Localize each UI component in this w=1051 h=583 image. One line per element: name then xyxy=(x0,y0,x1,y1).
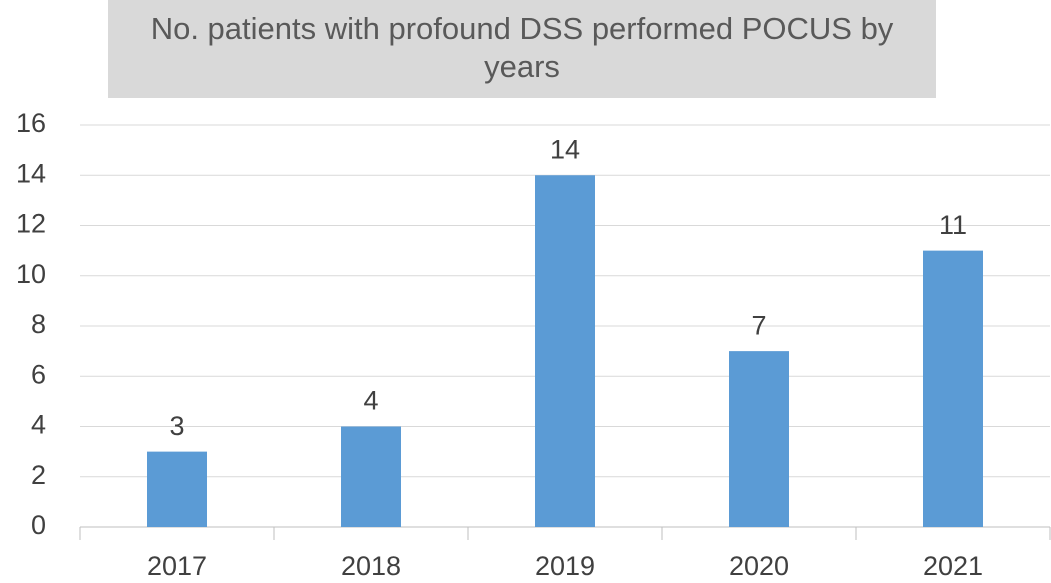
x-tick-label: 2021 xyxy=(923,551,983,581)
bar xyxy=(147,451,207,527)
x-tick-label: 2017 xyxy=(147,551,207,581)
y-tick-label: 2 xyxy=(31,460,46,490)
data-label: 4 xyxy=(363,386,378,416)
y-tick-label: 4 xyxy=(31,410,46,440)
y-tick-label: 16 xyxy=(16,108,46,138)
data-label: 14 xyxy=(550,134,580,164)
chart-title: No. patients with profound DSS performed… xyxy=(108,0,936,98)
bar xyxy=(341,426,401,527)
x-tick-label: 2018 xyxy=(341,551,401,581)
x-tick-label: 2020 xyxy=(729,551,789,581)
bar xyxy=(923,250,983,527)
data-label: 3 xyxy=(169,411,184,441)
data-label: 7 xyxy=(751,310,766,340)
bar xyxy=(535,175,595,527)
y-tick-label: 10 xyxy=(16,259,46,289)
y-tick-label: 8 xyxy=(31,309,46,339)
y-tick-label: 6 xyxy=(31,359,46,389)
data-label: 11 xyxy=(939,210,967,240)
y-tick-label: 14 xyxy=(16,158,46,188)
y-tick-label: 0 xyxy=(31,510,46,540)
y-tick-label: 12 xyxy=(16,209,46,239)
bar xyxy=(729,351,789,527)
x-tick-label: 2019 xyxy=(535,551,595,581)
